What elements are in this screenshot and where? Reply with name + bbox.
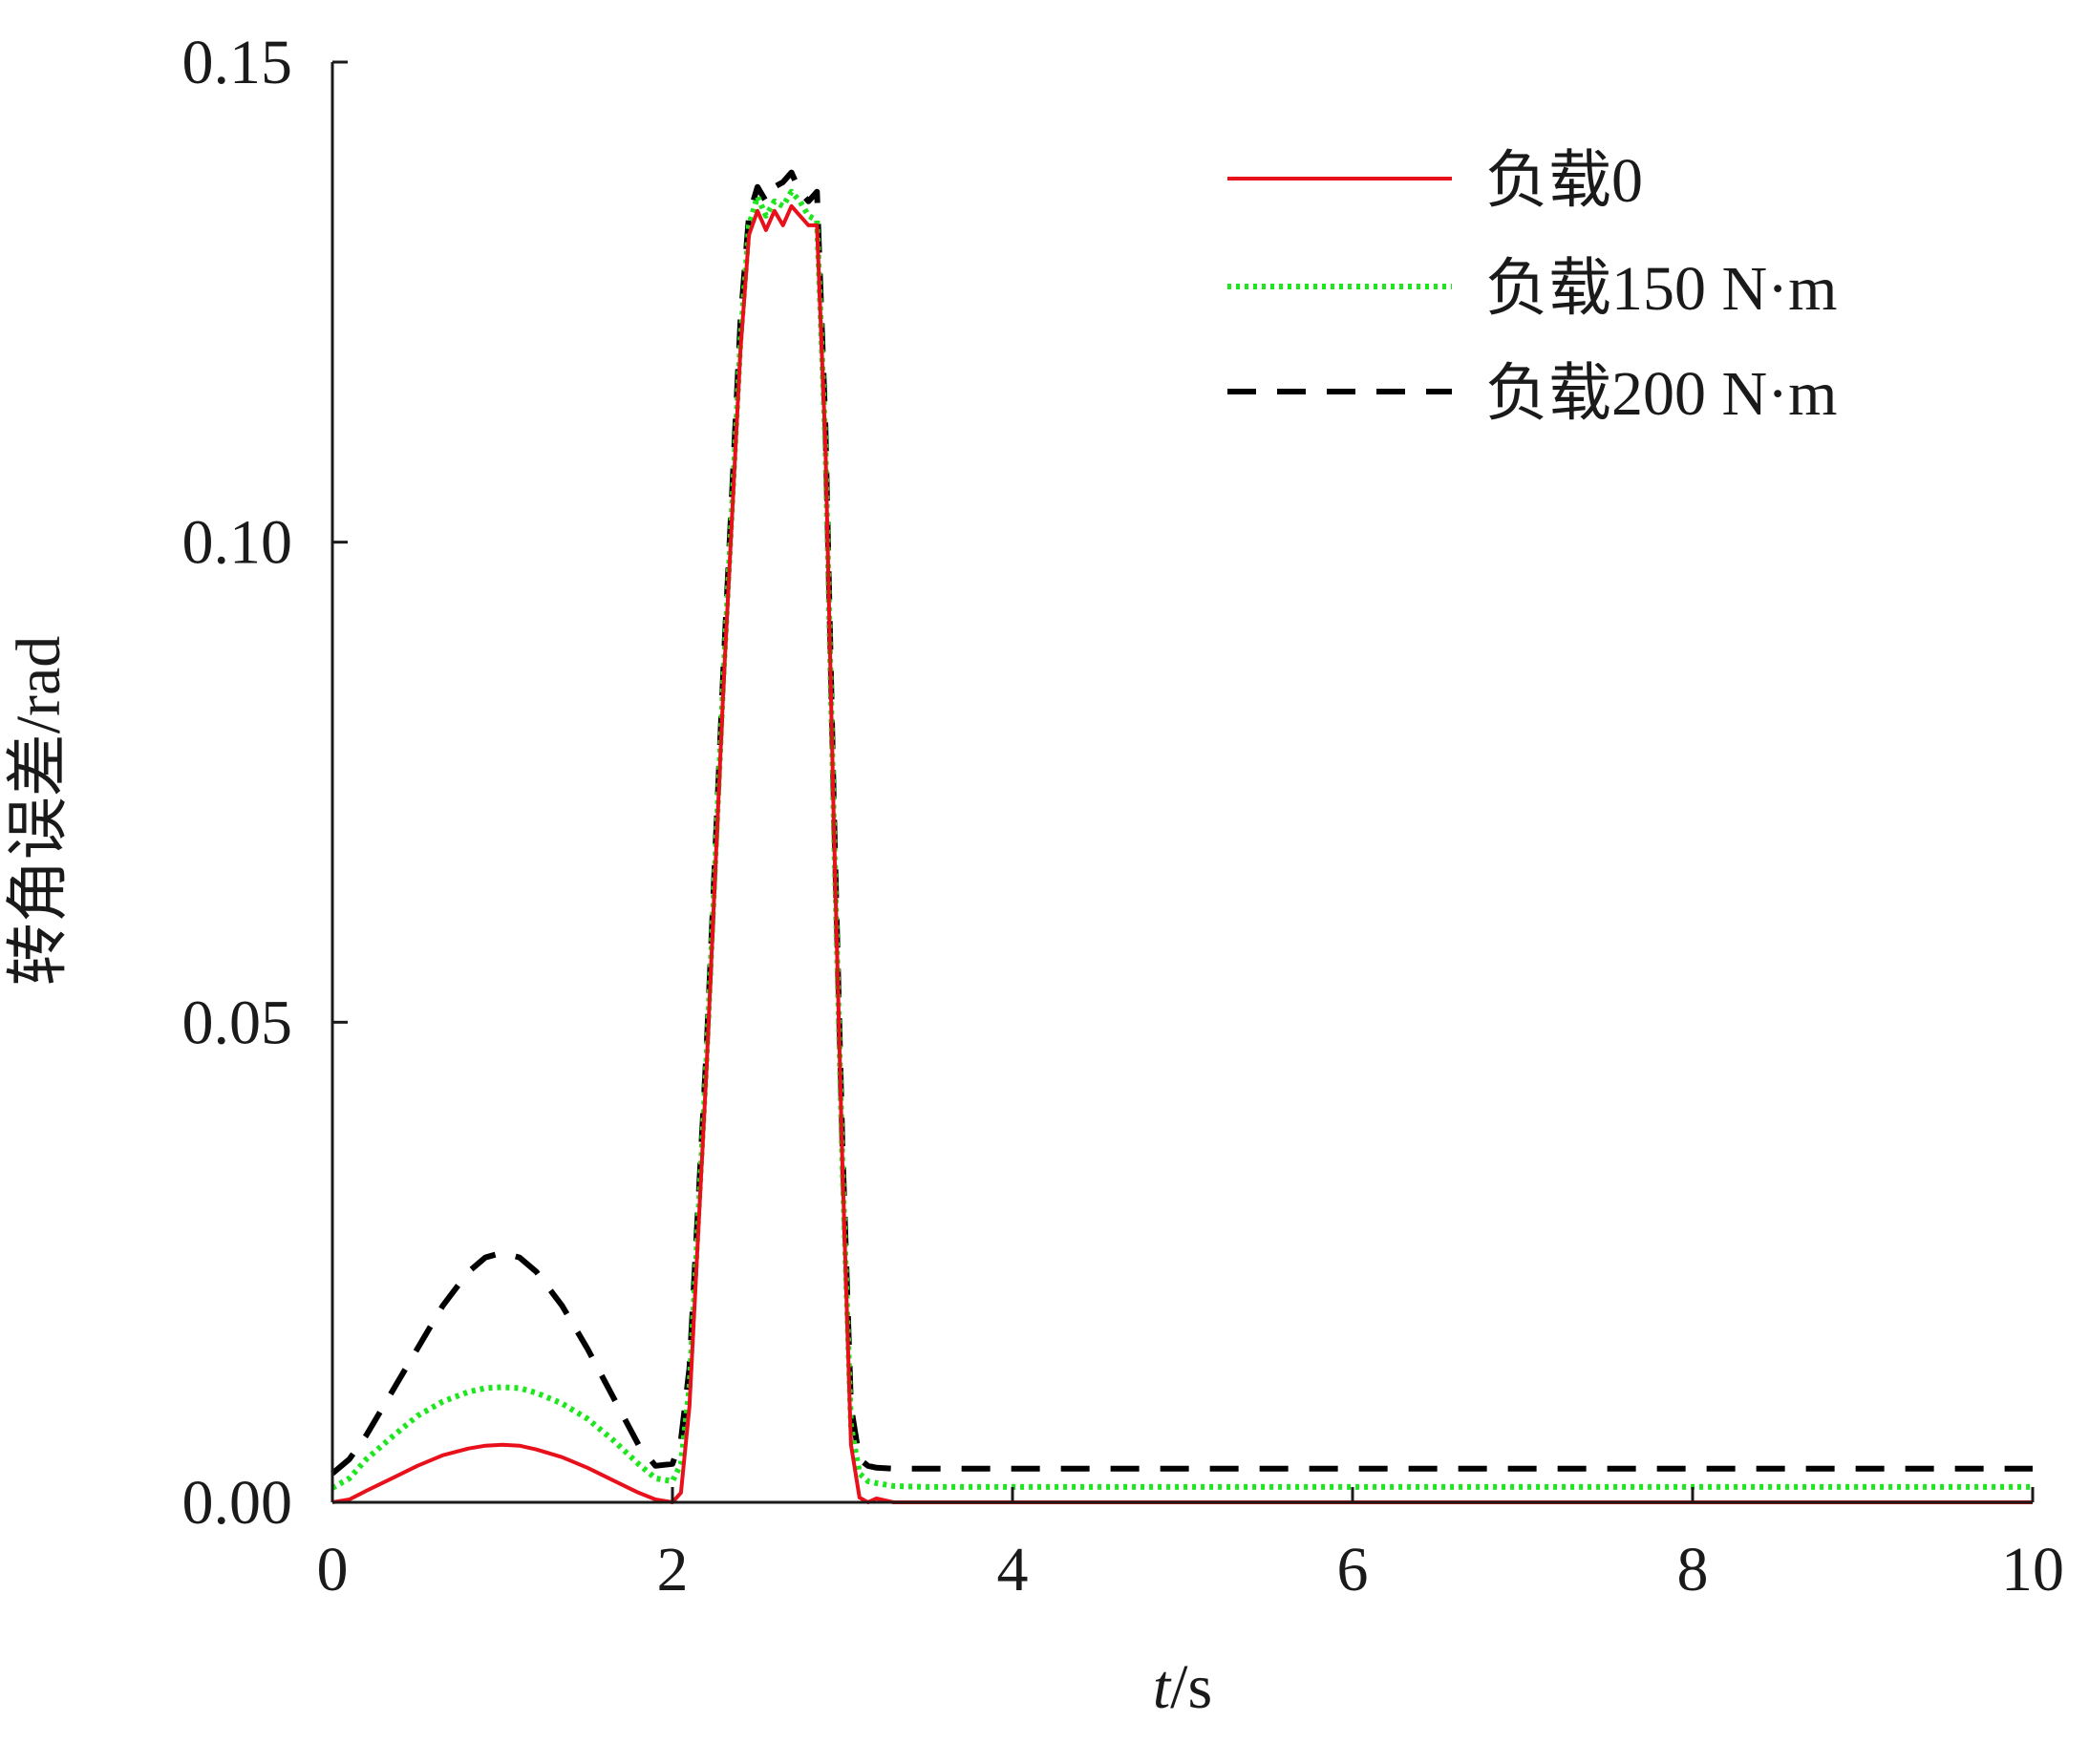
- y-tick-label: 0.10: [182, 508, 293, 578]
- y-tick-label: 0.05: [182, 988, 293, 1057]
- legend-label-1: 负载150 N·m: [1485, 254, 1837, 324]
- x-tick-label: 10: [2001, 1535, 2064, 1605]
- legend: 负载0 负载150 N·m 负载200 N·m: [1227, 146, 1837, 429]
- x-tick-label: 8: [1677, 1535, 1709, 1605]
- x-tick-label: 4: [997, 1535, 1029, 1605]
- x-ticks: 0 2 4 6 8 10: [317, 1487, 2064, 1605]
- x-axis-label-unit: /s: [1170, 1652, 1212, 1722]
- y-tick-label: 0.00: [182, 1468, 293, 1538]
- x-axis-label-var: t: [1153, 1652, 1172, 1722]
- y-tick-label: 0.15: [182, 28, 293, 97]
- y-ticks: 0.00 0.05 0.10 0.15: [182, 28, 348, 1538]
- x-axis-label: t/s: [1153, 1652, 1212, 1722]
- y-axis-label: 转角误差/rad: [4, 636, 74, 987]
- x-tick-label: 6: [1337, 1535, 1369, 1605]
- series-line-2: [330, 169, 2033, 1477]
- x-tick-label: 2: [657, 1535, 689, 1605]
- x-tick-label: 0: [317, 1535, 349, 1605]
- legend-label-2: 负载200 N·m: [1485, 359, 1837, 429]
- legend-label-0: 负载0: [1485, 146, 1643, 216]
